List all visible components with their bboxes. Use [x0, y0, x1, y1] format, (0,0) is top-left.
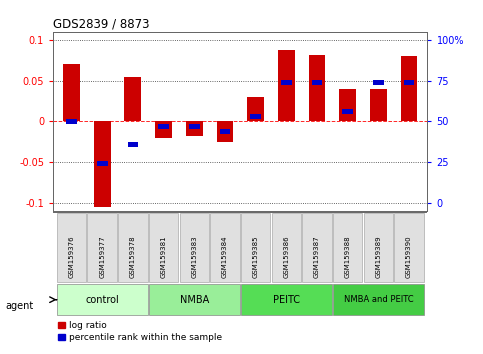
FancyBboxPatch shape	[180, 213, 209, 282]
Bar	[309, 55, 326, 121]
Bar	[250, 114, 261, 119]
Text: GSM159378: GSM159378	[130, 236, 136, 279]
Text: GSM159387: GSM159387	[314, 236, 320, 279]
Text: GSM159388: GSM159388	[345, 236, 351, 279]
Bar	[278, 50, 295, 121]
FancyBboxPatch shape	[241, 285, 332, 315]
FancyBboxPatch shape	[333, 213, 362, 282]
Bar	[312, 80, 322, 85]
FancyBboxPatch shape	[271, 213, 301, 282]
Text: control: control	[85, 295, 119, 305]
FancyBboxPatch shape	[333, 285, 424, 315]
Legend: log ratio, percentile rank within the sample: log ratio, percentile rank within the sa…	[57, 321, 223, 342]
Bar	[339, 89, 356, 121]
Bar	[400, 56, 417, 121]
Text: GSM159383: GSM159383	[191, 236, 197, 279]
FancyBboxPatch shape	[241, 213, 270, 282]
Text: NMBA and PEITC: NMBA and PEITC	[343, 295, 413, 304]
FancyBboxPatch shape	[57, 285, 148, 315]
Bar	[342, 109, 353, 114]
FancyBboxPatch shape	[149, 285, 240, 315]
Bar	[125, 77, 142, 121]
Text: GSM159386: GSM159386	[284, 236, 289, 279]
FancyBboxPatch shape	[302, 213, 332, 282]
FancyBboxPatch shape	[149, 213, 178, 282]
FancyBboxPatch shape	[87, 213, 117, 282]
Text: NMBA: NMBA	[180, 295, 209, 305]
Bar	[155, 121, 172, 138]
Bar	[281, 80, 292, 85]
Text: GSM159385: GSM159385	[253, 236, 258, 279]
Text: GDS2839 / 8873: GDS2839 / 8873	[53, 18, 150, 31]
Text: GSM159381: GSM159381	[160, 236, 167, 279]
FancyBboxPatch shape	[394, 213, 424, 282]
Bar	[373, 80, 384, 85]
Bar	[370, 89, 387, 121]
Text: GSM159376: GSM159376	[69, 236, 74, 279]
Bar	[63, 64, 80, 121]
FancyBboxPatch shape	[57, 213, 86, 282]
Text: GSM159389: GSM159389	[375, 236, 382, 279]
Bar	[220, 129, 230, 134]
Bar	[247, 97, 264, 121]
Bar	[216, 121, 233, 142]
FancyBboxPatch shape	[118, 213, 148, 282]
FancyBboxPatch shape	[364, 213, 393, 282]
Bar	[186, 121, 203, 136]
Bar	[94, 121, 111, 207]
Text: GSM159377: GSM159377	[99, 236, 105, 279]
Text: PEITC: PEITC	[273, 295, 300, 305]
Bar	[66, 119, 77, 124]
Bar	[97, 161, 108, 166]
Text: GSM159390: GSM159390	[406, 236, 412, 279]
FancyBboxPatch shape	[210, 213, 240, 282]
Bar	[404, 80, 414, 85]
Bar	[189, 124, 199, 129]
Text: GSM159384: GSM159384	[222, 236, 228, 279]
Bar	[158, 124, 169, 129]
Text: agent: agent	[6, 301, 34, 311]
Bar	[128, 142, 138, 147]
